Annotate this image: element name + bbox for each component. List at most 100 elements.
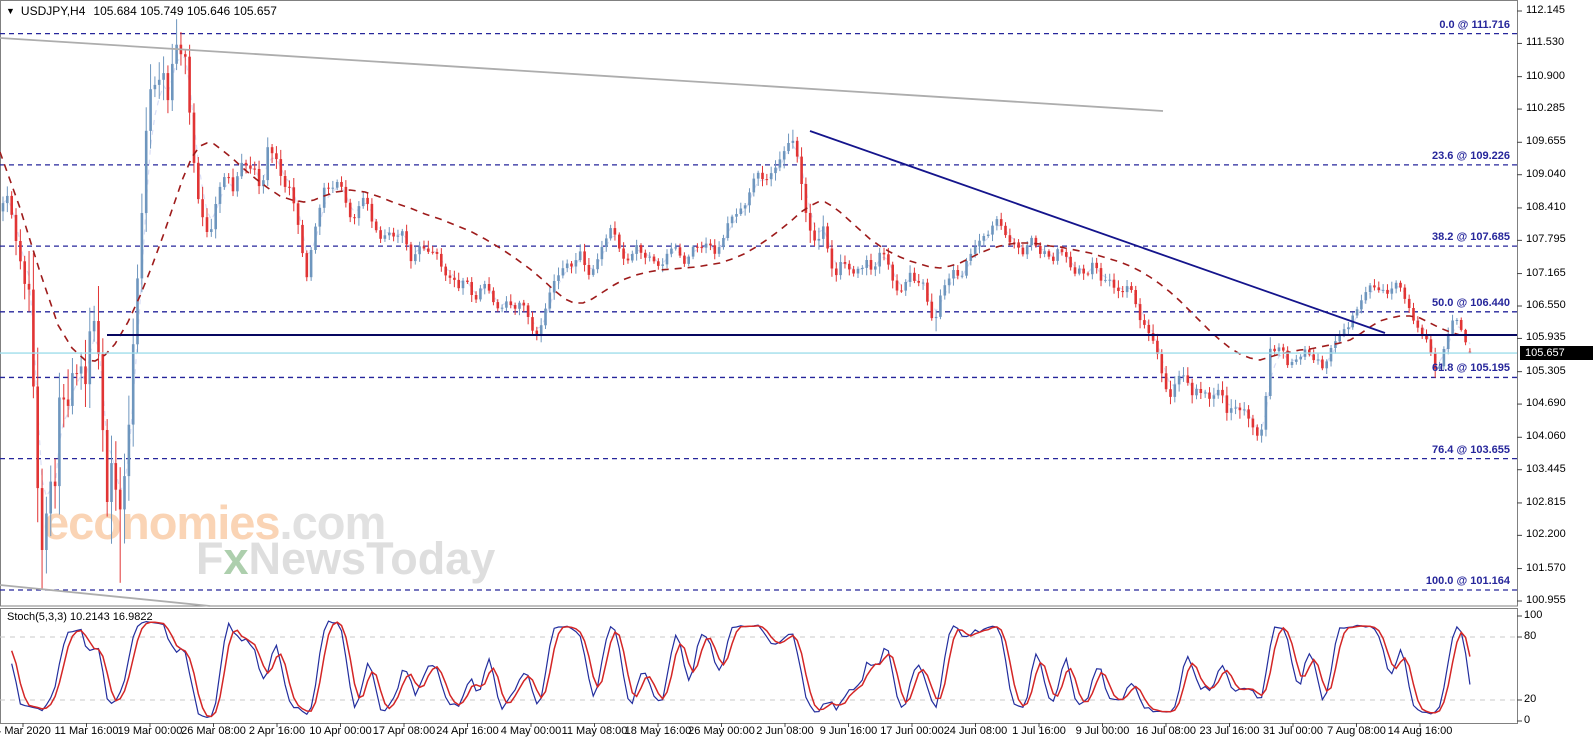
candle-body bbox=[1438, 366, 1441, 369]
candle-body bbox=[1112, 279, 1116, 288]
candle-body bbox=[1364, 292, 1368, 301]
candle-body bbox=[947, 278, 951, 286]
candle-body bbox=[1373, 285, 1376, 288]
candle-body bbox=[1082, 268, 1085, 274]
candle-body bbox=[561, 268, 565, 276]
candle-body bbox=[1451, 320, 1454, 334]
candle-body bbox=[1394, 282, 1398, 289]
watermark-sub-f: F bbox=[196, 533, 224, 584]
stoch-axis-label: 0 bbox=[1524, 714, 1531, 726]
candle-body bbox=[1104, 279, 1107, 281]
candle-body bbox=[670, 248, 673, 254]
candle-body bbox=[1286, 350, 1289, 366]
candle-body bbox=[14, 214, 18, 241]
candle-body bbox=[1004, 225, 1007, 236]
time-axis-label: 31 Jul 00:00 bbox=[1263, 725, 1323, 737]
candle-body bbox=[62, 397, 66, 400]
candle-body bbox=[600, 246, 604, 260]
candle-body bbox=[131, 344, 135, 425]
candle-body bbox=[392, 232, 395, 237]
candle-body bbox=[262, 180, 265, 187]
candle-body bbox=[1325, 361, 1328, 369]
candle-body bbox=[574, 260, 578, 267]
candle-body bbox=[1021, 247, 1025, 255]
candle-body bbox=[344, 186, 348, 203]
gray-trendline-top[interactable] bbox=[0, 37, 1164, 112]
ohlc-quotes: 105.684 105.749 105.646 105.657 bbox=[93, 4, 277, 18]
candle-body bbox=[409, 244, 413, 262]
candle-body bbox=[1199, 389, 1203, 393]
candle-body bbox=[1025, 245, 1029, 255]
time-axis-label: 24 Apr 16:00 bbox=[436, 725, 499, 737]
candle-body bbox=[1030, 237, 1033, 246]
candle-body bbox=[296, 203, 300, 225]
candle-body bbox=[661, 264, 664, 266]
candle-body bbox=[1099, 268, 1103, 281]
candle-body bbox=[1052, 256, 1055, 261]
fib-label: 76.4 @ 103.655 bbox=[1431, 443, 1510, 456]
candle-body bbox=[370, 203, 374, 222]
candle-body bbox=[231, 177, 235, 192]
candle-body bbox=[1442, 349, 1446, 367]
candle-body bbox=[1221, 389, 1224, 396]
candle-body bbox=[652, 256, 656, 262]
candle-body bbox=[1295, 359, 1298, 362]
candle-body bbox=[1069, 256, 1072, 268]
candle-body bbox=[1282, 347, 1285, 351]
candle-body bbox=[374, 221, 378, 231]
candle-body bbox=[244, 162, 248, 166]
time-axis-label: 9 Jun 16:00 bbox=[819, 725, 878, 737]
candle-body bbox=[578, 251, 582, 261]
candle-body bbox=[1130, 286, 1133, 290]
candle-body bbox=[1208, 392, 1211, 399]
candle-body bbox=[1043, 251, 1046, 254]
candle-body bbox=[674, 247, 677, 249]
candle-body bbox=[236, 176, 239, 192]
candle-body bbox=[982, 236, 986, 241]
candle-body bbox=[175, 44, 178, 64]
candle-body bbox=[1321, 359, 1324, 369]
stoch-signal-line bbox=[10, 621, 1471, 718]
candle-body bbox=[856, 268, 860, 274]
candle-body bbox=[1169, 389, 1172, 397]
candle-body bbox=[1182, 375, 1185, 377]
candle-body bbox=[952, 270, 955, 279]
candle-body bbox=[1078, 268, 1081, 274]
candle-body bbox=[522, 302, 526, 306]
candle-body bbox=[162, 73, 165, 80]
candle-body bbox=[84, 366, 87, 385]
candle-body bbox=[1420, 327, 1424, 335]
price-axis-label: 105.305 bbox=[1526, 364, 1566, 377]
candle-body bbox=[275, 153, 278, 160]
candle-body bbox=[1464, 329, 1467, 343]
candle-body bbox=[1455, 320, 1459, 321]
navy-descending-trendline[interactable] bbox=[809, 130, 1386, 334]
chart-dropdown-arrow-icon[interactable]: ▼ bbox=[6, 6, 15, 16]
candle-body bbox=[891, 264, 894, 281]
candle-body bbox=[466, 280, 469, 282]
candle-body bbox=[895, 280, 899, 291]
candle-body bbox=[279, 159, 283, 176]
candle-body bbox=[587, 265, 591, 275]
fibonacci-retracement[interactable] bbox=[0, 32, 1517, 591]
candle-body bbox=[10, 195, 13, 215]
candle-body bbox=[1308, 349, 1311, 355]
candle-body bbox=[1034, 237, 1038, 246]
price-axis-label: 107.165 bbox=[1526, 266, 1566, 279]
candle-body bbox=[713, 245, 717, 254]
candle-body bbox=[470, 282, 473, 295]
stoch-indicator-label: Stoch(5,3,3) 10.2143 16.9822 bbox=[7, 611, 153, 623]
candle-body bbox=[453, 277, 456, 280]
candle-body bbox=[270, 147, 274, 154]
time-axis-label: 10 Apr 00:00 bbox=[309, 725, 372, 737]
candle-body bbox=[843, 262, 847, 264]
candle-body bbox=[1143, 320, 1146, 325]
candle-body bbox=[830, 248, 834, 269]
candle-body bbox=[726, 223, 730, 238]
candle-body bbox=[249, 165, 252, 169]
fib-label: 100.0 @ 101.164 bbox=[1425, 574, 1510, 587]
watermark-fxnewstoday: FxNewsToday bbox=[196, 533, 495, 585]
candle-body bbox=[804, 184, 808, 213]
gray-trendline-bottom[interactable] bbox=[0, 584, 211, 607]
